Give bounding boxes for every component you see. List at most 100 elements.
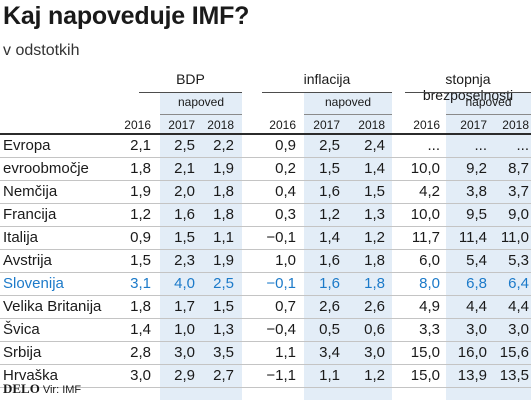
value-cell: 4,4 xyxy=(466,298,487,315)
value-cell: 1,0 xyxy=(275,252,296,269)
row-divider xyxy=(0,203,531,204)
value-cell: 3,0 xyxy=(466,321,487,338)
value-cell: 4,4 xyxy=(508,298,529,315)
value-cell: 3,0 xyxy=(508,321,529,338)
group-header-2: stopnja brezposelnosti xyxy=(422,71,514,103)
year-label: 2017 xyxy=(460,118,487,132)
value-cell: 15,0 xyxy=(410,367,440,384)
value-cell: 0,2 xyxy=(275,160,296,177)
value-cell: 5,3 xyxy=(508,252,529,269)
publisher-logo: DELO xyxy=(3,381,40,396)
value-cell: 13,5 xyxy=(499,367,529,384)
value-cell: 9,0 xyxy=(508,206,529,223)
value-cell: ... xyxy=(427,137,440,154)
value-cell: 3,5 xyxy=(213,344,234,361)
value-cell: 2,6 xyxy=(319,298,340,315)
value-cell: 11,0 xyxy=(500,229,529,246)
group-rule xyxy=(139,92,242,93)
value-cell: 3,7 xyxy=(508,183,529,200)
value-cell: 1,4 xyxy=(319,229,340,246)
value-cell: 1,9 xyxy=(213,160,234,177)
year-label: 2018 xyxy=(207,118,234,132)
value-cell: 1,8 xyxy=(364,252,385,269)
country-label: Velika Britanija xyxy=(3,298,102,315)
value-cell: 2,9 xyxy=(174,367,195,384)
country-label: Švica xyxy=(3,321,40,338)
forecast-shade xyxy=(304,93,392,400)
value-cell: 1,4 xyxy=(364,160,385,177)
value-cell: −0,4 xyxy=(266,321,296,338)
table-row: Švica 1,4 1,0 1,3 −0,4 0,5 0,6 3,3 3,0 3,0 xyxy=(0,319,531,342)
value-cell: 1,2 xyxy=(130,206,151,223)
row-divider xyxy=(0,272,531,273)
year-label: 2016 xyxy=(124,118,151,132)
value-cell: 1,8 xyxy=(213,206,234,223)
value-cell: 1,5 xyxy=(319,160,340,177)
chart-title: Kaj napoveduje IMF? xyxy=(3,2,250,30)
value-cell: 2,5 xyxy=(319,137,340,154)
year-label: 2018 xyxy=(358,118,385,132)
value-cell: 2,4 xyxy=(364,137,385,154)
table-row: Velika Britanija 1,8 1,7 1,5 0,7 2,6 2,6 4,9 4,4… xyxy=(0,296,531,319)
value-cell: 6,8 xyxy=(466,275,487,292)
value-cell: 1,7 xyxy=(174,298,195,315)
value-cell: 9,2 xyxy=(466,160,487,177)
value-cell: 3,4 xyxy=(319,344,340,361)
year-label: 2017 xyxy=(168,118,195,132)
header-divider xyxy=(0,133,531,135)
value-cell: ... xyxy=(516,137,529,154)
table-row: Srbija 2,8 3,0 3,5 1,1 3,4 3,0 15,0 16,0 15,6 xyxy=(0,342,531,365)
country-label: Italija xyxy=(3,229,39,246)
value-cell: −0,1 xyxy=(266,229,296,246)
value-cell: 1,5 xyxy=(213,298,234,315)
row-divider xyxy=(0,180,531,181)
forecast-label: napoved xyxy=(324,95,372,109)
value-cell: −0,1 xyxy=(266,275,296,292)
value-cell: 1,1 xyxy=(319,367,340,384)
value-cell: 1,8 xyxy=(130,298,151,315)
value-cell: 2,5 xyxy=(213,275,234,292)
value-cell: 5,4 xyxy=(466,252,487,269)
value-cell: 0,4 xyxy=(275,183,296,200)
forecast-shade xyxy=(446,93,531,400)
value-cell: 11,4 xyxy=(458,229,487,246)
value-cell: 1,5 xyxy=(130,252,151,269)
value-cell: 3,8 xyxy=(466,183,487,200)
value-cell: 1,4 xyxy=(130,321,151,338)
value-cell: 10,0 xyxy=(410,206,440,223)
value-cell: 1,8 xyxy=(130,160,151,177)
value-cell: 1,9 xyxy=(213,252,234,269)
value-cell: 4,2 xyxy=(419,183,440,200)
value-cell: 2,0 xyxy=(174,183,195,200)
group-header-1: inflacija xyxy=(303,71,351,87)
value-cell: 3,0 xyxy=(130,367,151,384)
value-cell: 1,3 xyxy=(213,321,234,338)
value-cell: 0,7 xyxy=(275,298,296,315)
table-row: Francija 1,2 1,6 1,8 0,3 1,2 1,3 10,0 9,5 9,0 xyxy=(0,204,531,227)
value-cell: 0,6 xyxy=(364,321,385,338)
value-cell: 3,1 xyxy=(130,275,151,292)
value-cell: 2,2 xyxy=(213,137,234,154)
value-cell: 1,6 xyxy=(319,183,340,200)
country-label: Hrvaška xyxy=(3,367,59,384)
value-cell: 15,0 xyxy=(410,344,440,361)
row-divider xyxy=(0,318,531,319)
chart-subtitle: v odstotkih xyxy=(3,42,80,59)
row-divider xyxy=(0,341,531,342)
forecast-shade xyxy=(160,93,242,400)
year-label: 2016 xyxy=(269,118,296,132)
value-cell: 10,0 xyxy=(410,160,440,177)
value-cell: 9,5 xyxy=(466,206,487,223)
country-label: Avstrija xyxy=(3,252,52,269)
country-label: Nemčija xyxy=(3,183,58,200)
group-rule xyxy=(405,92,531,93)
year-label: 2016 xyxy=(413,118,440,132)
value-cell: 2,1 xyxy=(174,160,195,177)
table-row: Evropa 2,1 2,5 2,2 0,9 2,5 2,4......... xyxy=(0,135,531,158)
value-cell: 3,0 xyxy=(174,344,195,361)
row-divider xyxy=(0,295,531,296)
value-cell: 1,8 xyxy=(364,275,385,292)
value-cell: 2,3 xyxy=(174,252,195,269)
value-cell: 1,5 xyxy=(364,183,385,200)
value-cell: 2,7 xyxy=(213,367,234,384)
